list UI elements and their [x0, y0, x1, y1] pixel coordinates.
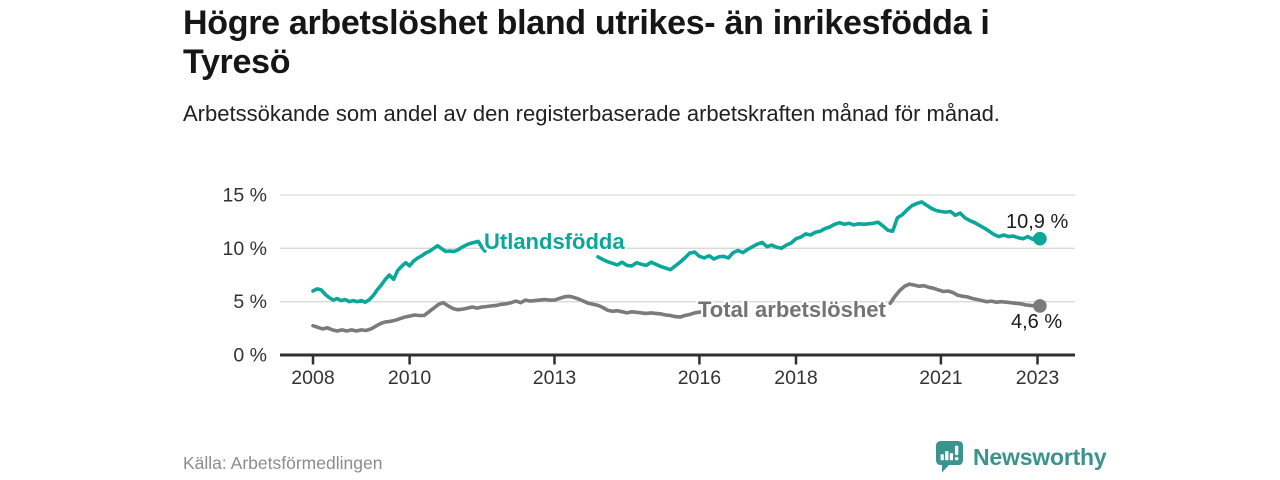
x-tick-label: 2023	[1016, 367, 1059, 389]
x-tick-label: 2021	[919, 367, 962, 389]
y-tick-label: 10 %	[223, 238, 267, 260]
chart-subtitle: Arbetssökande som andel av den registerb…	[183, 101, 1000, 126]
x-tick-label: 2008	[291, 367, 334, 389]
source-note: Källa: Arbetsförmedlingen	[183, 453, 383, 473]
series-line-1	[311, 294, 704, 333]
series-line-0	[596, 200, 1042, 272]
brand-lockup: Newsworthy	[936, 441, 1107, 473]
y-tick-label: 15 %	[223, 185, 267, 207]
series-end-dot-1	[1033, 299, 1047, 313]
x-tick-label: 2010	[388, 367, 432, 389]
series-line-0	[311, 239, 487, 305]
y-tick-label: 0 %	[233, 345, 267, 367]
x-tick-label: 2018	[774, 367, 817, 389]
chart-header: Högre arbetslöshet bland utrikes- än inr…	[183, 4, 1083, 129]
brand-name: Newsworthy	[973, 443, 1107, 470]
speech-bubble-bar-chart-icon	[936, 441, 963, 473]
series-label-total-arbetsloshet: Total arbetslöshet	[698, 297, 886, 322]
x-tick-label: 2013	[533, 367, 576, 389]
end-value-label-utlandsfodda: 10,9 %	[1006, 211, 1069, 233]
series-label-utlandsfodda: Utlandsfödda	[484, 229, 625, 254]
y-tick-label: 5 %	[233, 291, 267, 313]
x-tick-label: 2016	[678, 367, 721, 389]
end-value-label-total-arbetsloshet: 4,6 %	[1011, 311, 1063, 333]
series-end-dot-0	[1033, 231, 1047, 246]
series-line-1	[888, 282, 1042, 308]
page-title: Högre arbetslöshet bland utrikes- än inr…	[183, 4, 990, 81]
